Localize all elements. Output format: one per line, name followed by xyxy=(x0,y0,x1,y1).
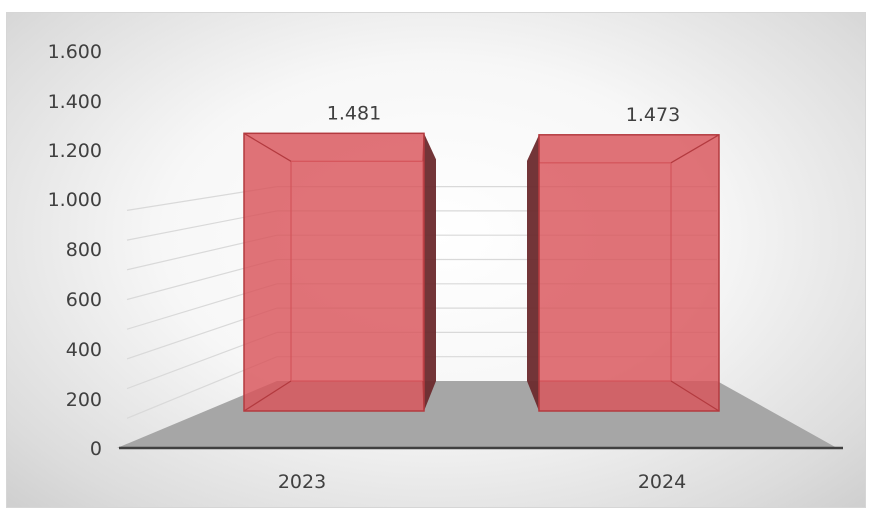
floor-plane xyxy=(117,381,837,448)
data-label: 1.473 xyxy=(626,104,680,126)
bar-edge xyxy=(243,380,292,412)
bar-edge xyxy=(422,133,425,162)
chart-area: 1.481 2023 1.473 2024 0 200 400 600 800 1.000 1.20… xyxy=(6,12,866,508)
y-tick-label: 1.000 xyxy=(48,189,102,211)
bar-2023 xyxy=(243,132,436,412)
y-tick-label: 1.600 xyxy=(48,41,102,63)
y-tick-label: 0 xyxy=(90,438,102,460)
y-tick-label: 800 xyxy=(66,239,102,261)
bar-edge xyxy=(422,380,425,412)
bar-edge xyxy=(670,134,720,164)
data-label: 1.481 xyxy=(327,102,381,124)
labels: 1.481 2023 1.473 2024 0 200 400 600 800 1.000 1.20… xyxy=(48,41,687,493)
y-tick-label: 600 xyxy=(66,289,102,311)
y-tick-label: 400 xyxy=(66,339,102,361)
bar-edge xyxy=(243,132,292,162)
bars xyxy=(243,132,720,412)
bar-side-face xyxy=(424,133,436,411)
y-tick-label: 1.400 xyxy=(48,91,102,113)
x-tick-label: 2023 xyxy=(278,471,326,493)
x-tick-label: 2024 xyxy=(638,471,686,493)
bar-edge xyxy=(670,380,720,412)
chart-floor xyxy=(117,381,837,448)
bar-front-face xyxy=(538,134,720,412)
bar-chart: 1.481 2023 1.473 2024 0 200 400 600 800 1.000 1.20… xyxy=(48,41,843,493)
bar-2024 xyxy=(527,134,720,412)
y-tick-label: 1.200 xyxy=(48,140,102,162)
y-tick-label: 200 xyxy=(66,389,102,411)
bar-side-face xyxy=(527,134,539,411)
bar-front-face xyxy=(243,132,425,412)
